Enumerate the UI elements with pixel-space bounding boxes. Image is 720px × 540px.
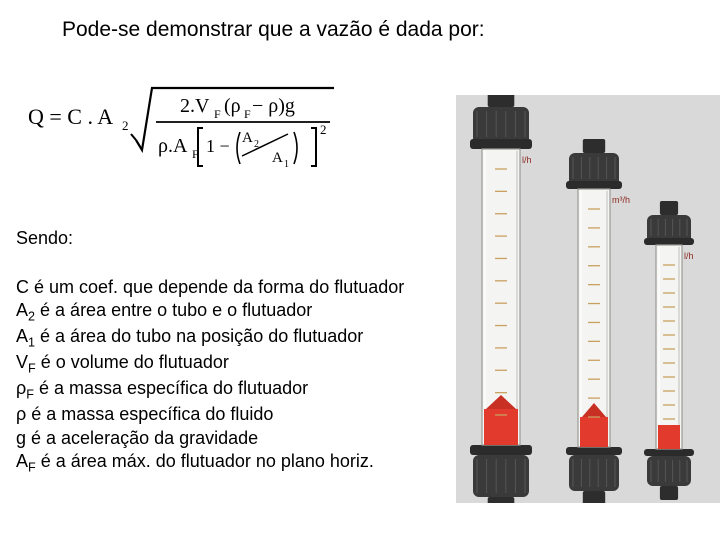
svg-text:2: 2	[320, 122, 327, 137]
definition-line: A1 é a área do tubo na posição do flutua…	[16, 325, 404, 351]
svg-text:(ρ: (ρ	[224, 95, 241, 117]
svg-text:− ρ)g: − ρ)g	[252, 95, 295, 117]
flow-formula: Q = C . A 2 2.V F (ρ F − ρ)g ρ.A F 1 − A…	[28, 62, 338, 172]
definition-line: VF é o volume do flutuador	[16, 351, 404, 377]
rotameter-photo: l/h m³/h l/h	[456, 95, 720, 503]
svg-text:2: 2	[122, 118, 129, 133]
definition-list: C é um coef. que depende da forma do flu…	[16, 276, 404, 476]
svg-text:2.V: 2.V	[180, 95, 210, 117]
svg-text:A: A	[272, 150, 283, 166]
definition-line: ρF é a massa específica do flutuador	[16, 377, 404, 403]
definition-line: C é um coef. que depende da forma do flu…	[16, 276, 404, 299]
svg-text:ρ.A: ρ.A	[158, 135, 188, 157]
svg-text:A: A	[242, 130, 253, 146]
page-title: Pode-se demonstrar que a vazão é dada po…	[62, 18, 485, 42]
svg-text:l/h: l/h	[522, 155, 532, 165]
definition-line: AF é a área máx. do flutuador no plano h…	[16, 450, 404, 476]
svg-text:Q = C . A: Q = C . A	[28, 104, 113, 129]
svg-text:1 −: 1 −	[206, 136, 230, 156]
svg-text:1: 1	[284, 159, 289, 170]
svg-text:m³/h: m³/h	[612, 195, 630, 205]
svg-text:F: F	[244, 107, 251, 121]
definition-line: ρ é a massa específica do fluido	[16, 403, 404, 426]
sendo-label: Sendo:	[16, 228, 73, 249]
svg-text:F: F	[214, 107, 221, 121]
svg-text:l/h: l/h	[684, 251, 694, 261]
definition-line: g é a aceleração da gravidade	[16, 427, 404, 450]
definition-line: A2 é a área entre o tubo e o flutuador	[16, 299, 404, 325]
